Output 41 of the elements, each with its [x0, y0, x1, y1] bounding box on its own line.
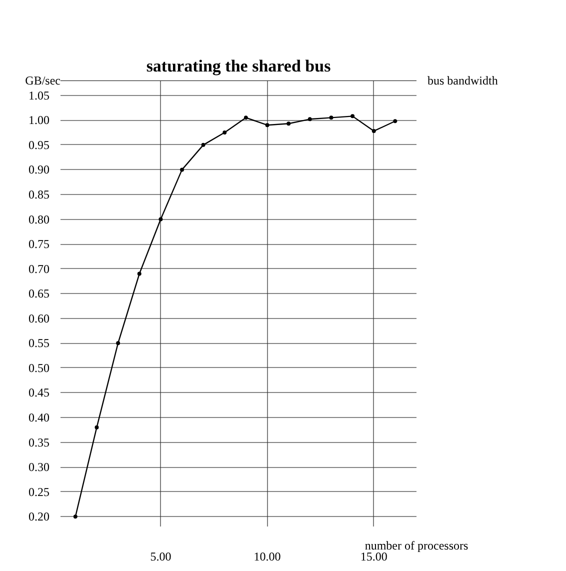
point — [180, 168, 184, 172]
ref-line-label: bus bandwidth — [428, 74, 498, 88]
point — [265, 123, 270, 128]
x-tick-label: 5.00 — [150, 550, 172, 564]
y-tick-label: 0.35 — [28, 435, 50, 450]
x-tick-label: 15.00 — [360, 550, 388, 564]
point — [350, 114, 355, 118]
y-tick-label: 0.65 — [28, 286, 50, 301]
y-tick-label: 0.90 — [28, 162, 50, 177]
y-tick-label: 0.50 — [28, 360, 50, 375]
point — [158, 217, 163, 222]
point — [308, 117, 312, 122]
y-tick-label: 0.55 — [28, 336, 50, 350]
point — [372, 129, 376, 134]
point — [244, 116, 248, 120]
y-tick-label: 0.30 — [28, 460, 50, 474]
point — [116, 341, 120, 346]
point — [222, 130, 227, 135]
y-tick-label: 0.45 — [28, 386, 50, 400]
point — [73, 514, 78, 519]
y-tick-label: 0.80 — [28, 212, 50, 226]
chart-title: saturating the shared bus — [146, 56, 332, 76]
y-tick-label: 0.70 — [28, 262, 50, 276]
y-tick-label: 0.60 — [28, 311, 50, 326]
y-axis-title: GB/sec — [25, 74, 60, 88]
y-tick-label: 0.85 — [28, 187, 50, 202]
x-axis-title: number of processors — [364, 538, 468, 552]
y-tick-label: 0.95 — [28, 138, 50, 152]
point — [201, 142, 206, 147]
y-tick-label: 1.00 — [28, 113, 50, 128]
y-tick-label: 0.25 — [28, 484, 50, 499]
point — [329, 116, 334, 120]
point — [137, 272, 142, 276]
y-tick-label: 0.20 — [28, 510, 50, 524]
point — [94, 425, 99, 430]
y-tick-label: 1.05 — [28, 88, 50, 102]
point — [393, 119, 398, 124]
y-tick-label: 0.40 — [28, 410, 50, 424]
y-tick-label: 0.75 — [28, 237, 50, 252]
x-tick-label: 10.00 — [254, 550, 281, 564]
point — [286, 122, 291, 126]
